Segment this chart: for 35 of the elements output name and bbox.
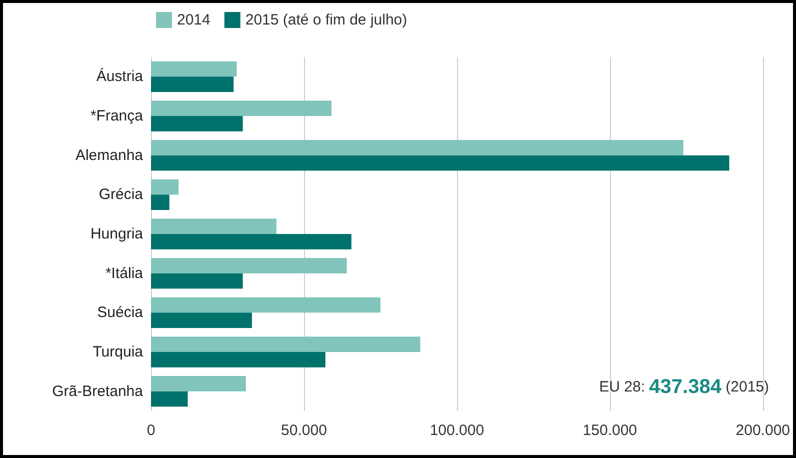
bar	[151, 376, 246, 392]
y-tick-label: Suécia	[97, 304, 144, 322]
bar	[151, 336, 420, 352]
bar	[151, 100, 332, 116]
y-tick-label: Grécia	[98, 186, 144, 204]
bar	[151, 297, 380, 313]
bar	[151, 140, 684, 156]
x-tick-label: 100.000	[430, 422, 484, 439]
x-tick-label: 50.000	[281, 422, 327, 439]
legend-label: 2014	[177, 12, 210, 28]
bar	[151, 218, 276, 234]
bar	[151, 61, 237, 77]
y-tick-label: Grã-Bretanha	[52, 382, 144, 400]
bar	[151, 352, 326, 368]
x-tick-label: 200.000	[736, 422, 790, 439]
bar	[151, 155, 730, 171]
bar	[151, 194, 170, 210]
y-tick-label: Turquia	[92, 344, 144, 360]
y-tick-label: *Itália	[105, 264, 144, 282]
bar	[151, 258, 347, 274]
bar	[151, 312, 252, 328]
bar	[151, 391, 188, 407]
bar	[151, 76, 234, 92]
x-tick-label: 150.000	[582, 422, 638, 439]
legend-label: 2015 (até o fim de julho)	[245, 12, 408, 28]
y-tick-label: Hungria	[90, 226, 144, 242]
y-tick-label: Alemanha	[75, 146, 144, 164]
annotation: EU 28: 437.384 (2015)	[599, 376, 770, 398]
bar	[151, 234, 352, 250]
y-tick-label: Áustria	[96, 67, 144, 86]
bar	[151, 273, 243, 289]
bar	[151, 179, 179, 195]
y-tick-label: *França	[90, 108, 144, 124]
bar	[151, 116, 243, 132]
x-tick-label: 0	[146, 422, 156, 439]
